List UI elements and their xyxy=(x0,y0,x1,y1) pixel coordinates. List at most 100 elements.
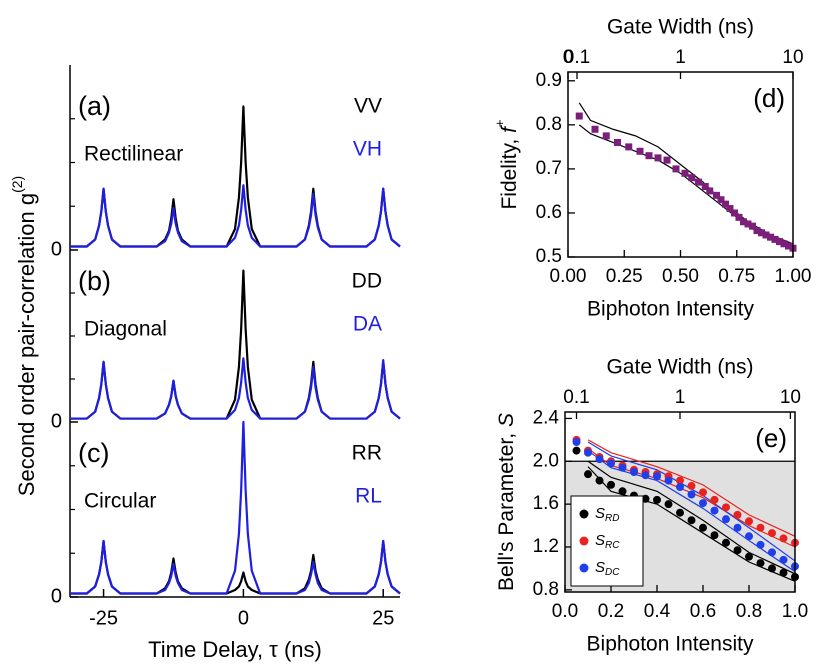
point xyxy=(625,143,633,151)
legend-label: SRC xyxy=(595,532,620,551)
point xyxy=(572,438,581,446)
y-axis-label-text: Bell's Parameter, xyxy=(495,427,518,591)
legend-label: SDC xyxy=(595,559,620,578)
point xyxy=(699,488,707,497)
x-tick-label: 0.6 xyxy=(690,601,716,622)
panel-name: Rectilinear xyxy=(84,143,183,166)
panel-name: Circular xyxy=(84,490,156,513)
series-line xyxy=(70,357,401,420)
y-tick-label: 0.7 xyxy=(536,158,562,179)
y-axis-label: Fidelity, f+ xyxy=(492,119,520,209)
x2-tick-label: 10 xyxy=(780,387,801,408)
point xyxy=(653,495,661,504)
point xyxy=(572,446,581,455)
x-tick-label: 0.0 xyxy=(552,601,578,622)
y-tick-label: 0.9 xyxy=(536,70,562,91)
y-tick-label: 0 xyxy=(51,585,62,607)
point xyxy=(706,187,714,195)
legend-label-subscript: DC xyxy=(605,567,620,578)
point xyxy=(722,503,730,512)
x-axis-label: Biphoton Intensity xyxy=(587,298,754,321)
legend-marker xyxy=(579,536,589,546)
point xyxy=(756,559,765,568)
point xyxy=(602,132,610,140)
y-axis-label: Bell's Parameter, S xyxy=(495,413,518,591)
legend-label-name: S xyxy=(595,559,605,576)
x2-tick-label: 1 xyxy=(675,387,686,408)
legend-label-subscript: RC xyxy=(605,540,620,551)
y-axis-label-text: Second order pair-correlation g xyxy=(14,193,39,496)
y-tick-label: 1.2 xyxy=(533,536,559,557)
x-tick-label: 0.2 xyxy=(598,601,624,622)
series-line xyxy=(70,184,401,248)
legend-label: VV xyxy=(354,95,382,118)
point xyxy=(591,125,599,133)
point xyxy=(676,476,684,485)
panel-label: (d) xyxy=(753,83,785,113)
bound-line xyxy=(587,466,796,582)
point xyxy=(756,540,765,549)
x2-tick-label: 1 xyxy=(675,47,686,68)
point xyxy=(676,483,684,491)
point xyxy=(710,506,719,515)
series-line xyxy=(70,269,401,420)
point xyxy=(607,459,615,468)
point xyxy=(645,152,653,160)
x-tick-label: 0.50 xyxy=(662,266,699,287)
point xyxy=(595,476,604,485)
y-axis-label-superscript: (2) xyxy=(9,176,25,193)
point xyxy=(584,470,592,479)
y-tick-label: 0 xyxy=(51,238,62,260)
point xyxy=(779,568,788,577)
point xyxy=(731,209,738,217)
legend-label-subscript: RD xyxy=(605,513,619,524)
panel-label: (c) xyxy=(78,438,109,468)
panel-label: (e) xyxy=(755,423,787,453)
y-tick-label: 0.6 xyxy=(536,202,562,223)
point xyxy=(722,538,730,547)
y-axis-label-text: Fidelity, xyxy=(498,133,521,210)
point xyxy=(744,220,752,228)
point xyxy=(745,532,753,541)
point xyxy=(687,490,696,499)
point xyxy=(767,233,774,241)
y-tick-label: 2.0 xyxy=(533,450,559,471)
point xyxy=(768,548,776,557)
y-axis-label: Second order pair-correlation g(2) xyxy=(9,176,39,496)
point xyxy=(584,448,592,457)
legend-label-name: S xyxy=(595,532,605,549)
legend-label: RL xyxy=(355,485,382,508)
x-tick-label: 0 xyxy=(238,607,249,629)
point xyxy=(749,222,756,230)
point xyxy=(733,546,742,555)
point xyxy=(779,534,788,543)
legend-label: RR xyxy=(352,442,382,465)
point xyxy=(654,154,662,162)
legend-label: DD xyxy=(352,270,382,293)
point xyxy=(762,231,770,239)
y-tick-label: 1.6 xyxy=(533,493,559,514)
panel-label: (a) xyxy=(78,91,111,121)
x-tick-label: 0.75 xyxy=(718,266,755,287)
point xyxy=(681,169,689,177)
point xyxy=(653,472,661,481)
point xyxy=(687,516,696,525)
point xyxy=(756,523,765,532)
point xyxy=(699,499,707,508)
point xyxy=(758,229,765,237)
point xyxy=(699,523,707,532)
point xyxy=(614,138,621,146)
point xyxy=(785,242,792,250)
x-tick-label: 1.0 xyxy=(782,601,808,622)
x-tick-label: 0.25 xyxy=(606,266,643,287)
y-tick-label: 0.8 xyxy=(533,579,559,600)
legend-label: SRD xyxy=(595,505,619,524)
panel-name: Diagonal xyxy=(84,318,167,341)
y-axis-label-symbol: f xyxy=(498,125,521,133)
x2-tick-label: 10 xyxy=(782,47,803,68)
y-axis-label-superscript: + xyxy=(492,119,507,127)
x-tick-label: 0.8 xyxy=(736,601,762,622)
point xyxy=(713,191,720,199)
point xyxy=(745,517,753,526)
point xyxy=(618,487,627,496)
